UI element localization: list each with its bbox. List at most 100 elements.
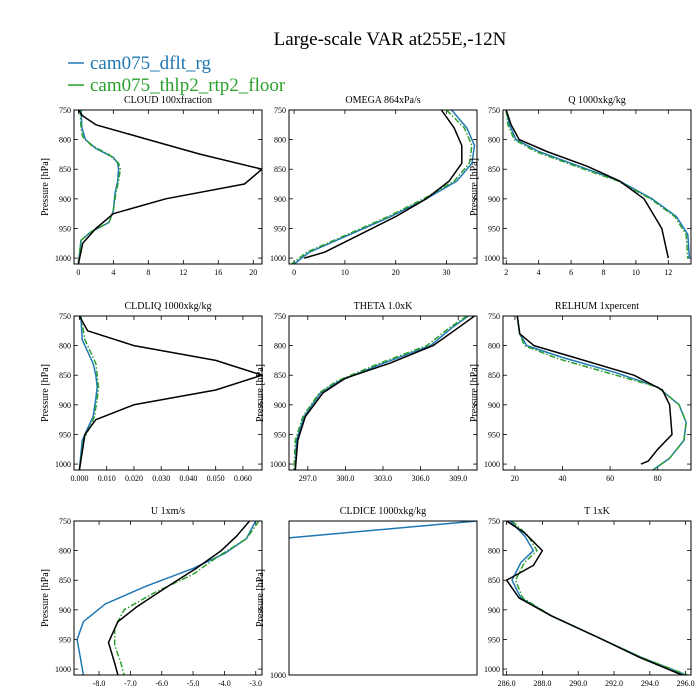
x-tick-label: -4.0 [218,679,231,688]
x-tick-label: 290.0 [569,679,587,688]
y-tick-label: 850 [59,576,71,585]
x-tick-label: 12 [179,268,187,277]
y-axis-label: Pressure [hPa] [469,158,480,216]
y-tick-label: 800 [59,342,71,351]
y-axis-label: Pressure [hPa] [40,364,51,422]
y-tick-label: 950 [488,635,500,644]
plot-frame [288,315,478,471]
series-line-3 [303,110,463,259]
y-tick-label: 800 [488,342,500,351]
x-tick-label: 20 [392,268,400,277]
y-tick-label: 950 [488,224,500,233]
plot-frame [502,315,692,471]
panel-5: THETA 1.0xK 750 800 850 900 950 1000 297.0 300.0… [255,301,478,483]
series-line-2 [505,110,689,259]
y-axis-label: Pressure [hPa] [255,364,266,422]
series-line-3 [77,110,262,264]
x-tick-label: 4 [111,268,115,277]
series-line-1 [505,110,691,259]
panel-title: T 1xK [584,506,610,517]
x-tick-label: 0.040 [179,474,197,483]
x-tick-label: 6 [569,268,573,277]
series-line-3 [516,316,673,465]
x-tick-label: -6.0 [155,679,168,688]
panel-4: CLDLIQ 1000xkg/kg 750 800 850 900 950 1000 0.00… [40,301,263,483]
y-tick-label: 900 [488,195,500,204]
x-tick-label: 0.050 [207,474,225,483]
legend: cam075_dflt_rg cam075_thlp2_rtp2_floor [68,53,286,96]
x-tick-label: 0.030 [152,474,170,483]
x-tick-label: 80 [654,474,662,483]
plot-frame [73,109,263,265]
panel-title: U 1xm/s [151,506,185,517]
y-axis-label: Pressure [hPa] [255,569,266,627]
y-tick-label: 900 [274,195,286,204]
y-tick-label: 900 [274,401,286,410]
y-tick-label: 750 [488,106,500,115]
series-line-3 [78,316,262,470]
y-tick-label: 750 [59,517,71,526]
panel-3: Q 1000xkg/kg 750 800 850 900 950 1000 2 4 6 8 10 12 P… [469,95,692,277]
y-axis-label: Pressure [hPa] [40,158,51,216]
plot-frame [288,109,478,265]
plot-frame [288,520,478,676]
x-tick-label: 0.060 [234,474,252,483]
plot-frame [502,520,692,676]
y-tick-label: 850 [488,165,500,174]
x-tick-label: 10 [341,268,349,277]
x-tick-label: 16 [214,268,222,277]
series-line-1 [293,110,476,264]
y-tick-label: 900 [59,195,71,204]
series-line-1 [78,316,98,470]
y-tick-label: 1000 [270,254,286,263]
series-line-2 [511,521,688,675]
y-tick-label: 750 [274,312,286,321]
series-line-2 [78,316,100,470]
y-tick-label: 750 [488,517,500,526]
panel-6: RELHUM 1xpercent 750 800 850 900 950 1000 20 40 6… [469,301,692,483]
series-line-2 [77,110,122,264]
y-tick-label: 800 [274,136,286,145]
y-axis-label: Pressure [hPa] [40,569,51,627]
x-tick-label: 2 [504,268,508,277]
y-tick-label: 850 [274,371,286,380]
x-tick-label: 40 [558,474,566,483]
series-line-1 [289,521,477,539]
x-tick-label: 20 [249,268,257,277]
y-tick-label: 950 [274,224,286,233]
figure-title: Large-scale VAR at255E,-12N [274,29,507,50]
x-tick-label: 12 [664,268,672,277]
panel-8: CLDICE 1000xkg/kg 1000 Pressure [hPa] [255,506,478,680]
x-tick-label: 300.0 [336,474,354,483]
panel-title: OMEGA 864xPa/s [345,95,420,106]
series-line-3 [107,521,251,675]
y-tick-label: 850 [274,165,286,174]
y-tick-label: 800 [274,342,286,351]
x-tick-label: 0 [76,268,80,277]
y-tick-label: 750 [59,312,71,321]
y-tick-label: 950 [488,430,500,439]
x-tick-label: 0.010 [98,474,116,483]
y-tick-label: 1000 [55,460,71,469]
y-tick-label: 1000 [270,460,286,469]
y-tick-label: 1000 [55,665,71,674]
y-tick-label: 1000 [484,460,500,469]
x-tick-label: -5.0 [187,679,200,688]
y-tick-label: 1000 [484,254,500,263]
series-line-2 [113,521,260,675]
x-tick-label: 286.0 [498,679,516,688]
legend-label-1: cam075_dflt_rg [90,53,212,74]
x-tick-label: 0 [292,268,296,277]
x-tick-label: 4 [537,268,541,277]
y-tick-label: 900 [59,401,71,410]
y-tick-label: 850 [59,165,71,174]
legend-label-2: cam075_thlp2_rtp2_floor [90,75,286,96]
x-tick-label: 294.0 [641,679,659,688]
y-tick-label: 850 [59,371,71,380]
panel-7: U 1xm/s 750 800 850 900 950 1000 -8.0 -7.0 -6.0 -5… [40,506,263,688]
y-tick-label: 950 [59,224,71,233]
x-tick-label: 10 [632,268,640,277]
plot-frame [502,109,692,265]
x-tick-label: 288.0 [533,679,551,688]
y-axis-label: Pressure [hPa] [469,364,480,422]
